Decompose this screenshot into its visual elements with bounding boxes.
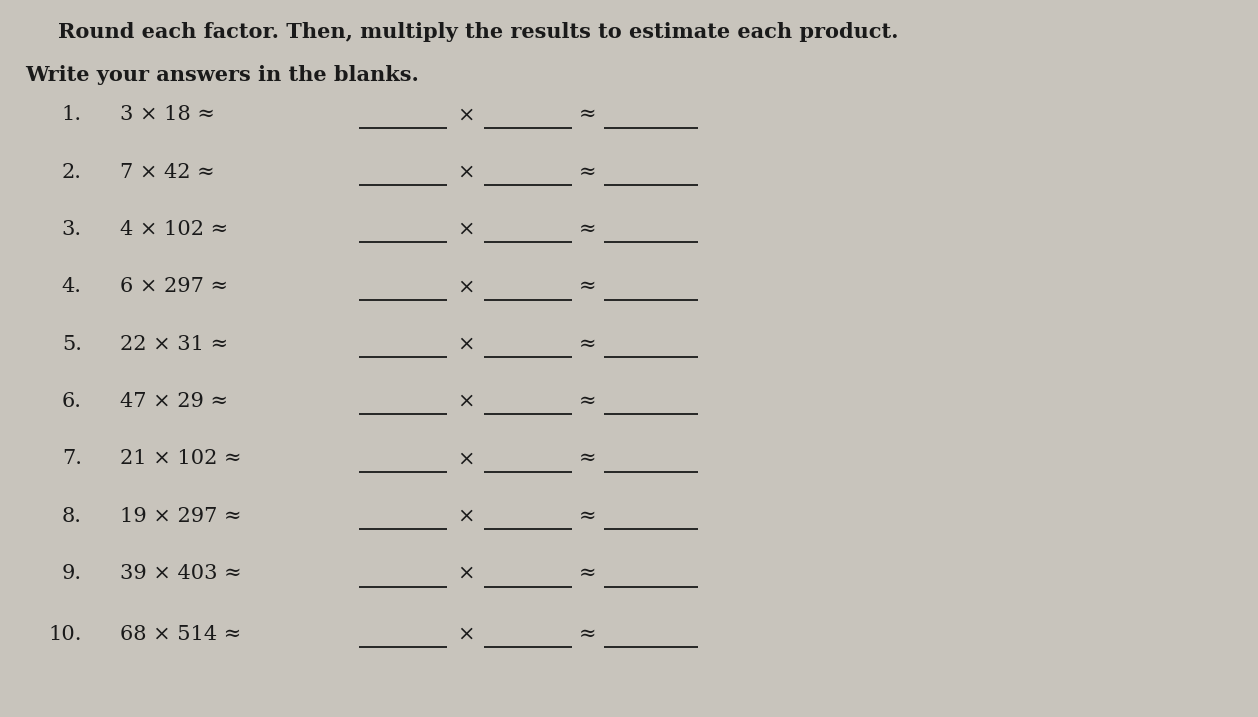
- Text: 21 × 102 ≈: 21 × 102 ≈: [120, 450, 242, 468]
- Text: 1.: 1.: [62, 105, 82, 124]
- Text: ×: ×: [457, 392, 474, 411]
- Text: 8.: 8.: [62, 507, 82, 526]
- Text: 4.: 4.: [62, 277, 82, 296]
- Text: ×: ×: [457, 625, 474, 644]
- Text: ≈: ≈: [579, 625, 596, 644]
- Text: 2.: 2.: [62, 163, 82, 181]
- Text: 19 × 297 ≈: 19 × 297 ≈: [120, 507, 242, 526]
- Text: ≈: ≈: [579, 450, 596, 468]
- Text: 4 × 102 ≈: 4 × 102 ≈: [120, 220, 228, 239]
- Text: ≈: ≈: [579, 564, 596, 583]
- Text: ×: ×: [457, 163, 474, 181]
- Text: ×: ×: [457, 335, 474, 353]
- Text: 5.: 5.: [62, 335, 82, 353]
- Text: Round each factor. Then, multiply the results to estimate each product.: Round each factor. Then, multiply the re…: [58, 22, 898, 42]
- Text: 22 × 31 ≈: 22 × 31 ≈: [120, 335, 228, 353]
- Text: ×: ×: [457, 220, 474, 239]
- Text: 47 × 29 ≈: 47 × 29 ≈: [120, 392, 228, 411]
- Text: ×: ×: [457, 507, 474, 526]
- Text: 10.: 10.: [48, 625, 82, 644]
- Text: ×: ×: [457, 450, 474, 468]
- Text: 6.: 6.: [62, 392, 82, 411]
- Text: ×: ×: [457, 564, 474, 583]
- Text: ≈: ≈: [579, 220, 596, 239]
- Text: ≈: ≈: [579, 105, 596, 124]
- Text: 3.: 3.: [62, 220, 82, 239]
- Text: 7 × 42 ≈: 7 × 42 ≈: [120, 163, 214, 181]
- Text: ≈: ≈: [579, 277, 596, 296]
- Text: 68 × 514 ≈: 68 × 514 ≈: [120, 625, 240, 644]
- Text: ×: ×: [457, 105, 474, 124]
- Text: ≈: ≈: [579, 507, 596, 526]
- Text: 9.: 9.: [62, 564, 82, 583]
- Text: ≈: ≈: [579, 335, 596, 353]
- Text: 39 × 403 ≈: 39 × 403 ≈: [120, 564, 242, 583]
- Text: ≈: ≈: [579, 163, 596, 181]
- Text: Write your answers in the blanks.: Write your answers in the blanks.: [25, 65, 419, 85]
- Text: ≈: ≈: [579, 392, 596, 411]
- Text: ×: ×: [457, 277, 474, 296]
- Text: 7.: 7.: [62, 450, 82, 468]
- Text: 3 × 18 ≈: 3 × 18 ≈: [120, 105, 214, 124]
- Text: 6 × 297 ≈: 6 × 297 ≈: [120, 277, 228, 296]
